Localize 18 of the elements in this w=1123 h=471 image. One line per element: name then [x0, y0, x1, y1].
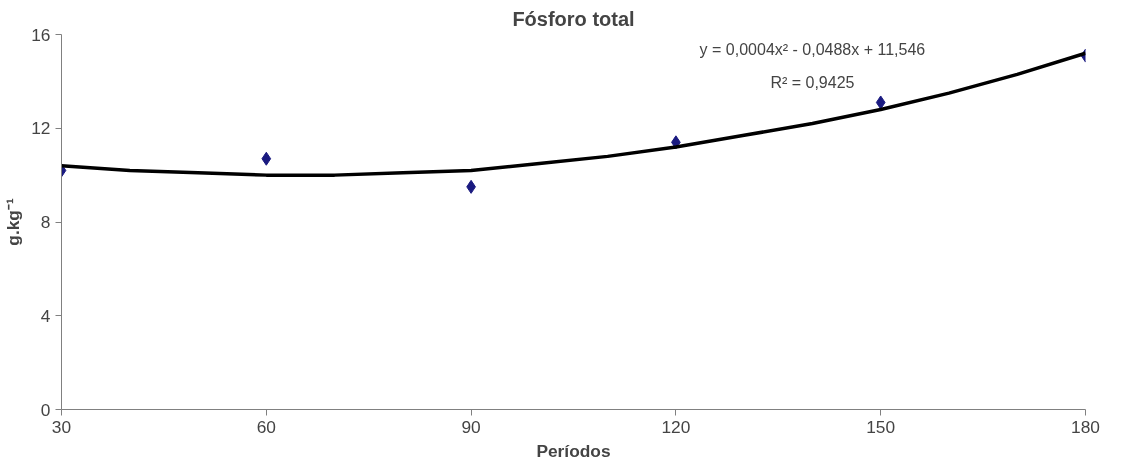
y-tick-label: 16 — [31, 24, 51, 45]
x-tick-label: 90 — [461, 416, 481, 437]
x-axis-title: Períodos — [536, 440, 611, 461]
annotation: y = 0,0004x² - 0,0488x + 11,546 — [699, 40, 926, 58]
point — [875, 95, 886, 110]
x-tick-label: 180 — [1071, 416, 1100, 437]
x-tick-label: 120 — [661, 416, 691, 437]
x-tick-label: 150 — [866, 416, 896, 437]
chart-title: Fósforo total — [512, 7, 635, 30]
y-tick-label: 12 — [31, 118, 51, 139]
x-tick-label: 30 — [51, 416, 72, 437]
y-tick-label: 8 — [40, 212, 51, 232]
annotation: R² = 0,9425 — [770, 73, 855, 91]
y-tick-label: 4 — [40, 305, 51, 326]
y-tick-label: 0 — [40, 399, 51, 420]
point — [261, 151, 272, 166]
x-tick-label: 60 — [256, 416, 276, 437]
y-axis-title: g.kg⁻¹ — [3, 198, 24, 246]
